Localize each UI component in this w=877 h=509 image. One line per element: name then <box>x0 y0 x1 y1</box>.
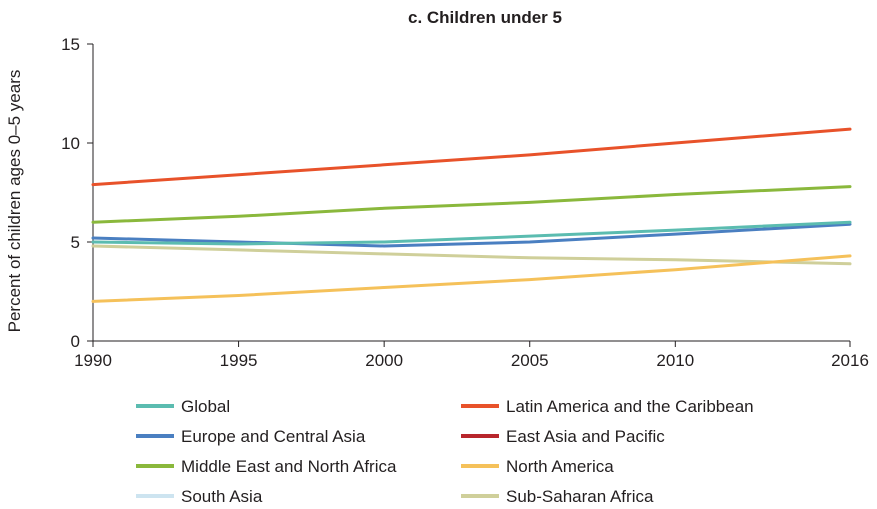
y-tick-label: 15 <box>61 35 80 54</box>
x-tick-label: 2016 <box>831 351 869 370</box>
series-lines <box>91 127 852 303</box>
y-tick-label: 10 <box>61 134 80 153</box>
legend-label: East Asia and Pacific <box>506 427 665 446</box>
x-tick-label: 2010 <box>656 351 694 370</box>
y-tick-label: 0 <box>71 332 80 351</box>
x-tick-label: 2005 <box>511 351 549 370</box>
x-tick-label: 1995 <box>220 351 258 370</box>
legend: Global Latin America and the Caribbean Eur… <box>136 397 754 506</box>
x-tick-label: 1990 <box>74 351 112 370</box>
chart-title: c. Children under 5 <box>408 8 562 27</box>
series-line-latin-america-and-the-caribbean <box>91 127 852 187</box>
series-line-north-america <box>91 254 852 303</box>
legend-label: Latin America and the Caribbean <box>506 397 754 416</box>
legend-label: South Asia <box>181 487 263 506</box>
legend-label: Europe and Central Asia <box>181 427 366 446</box>
series-line-sub-saharan-africa <box>91 244 852 266</box>
legend-label: Global <box>181 397 230 416</box>
y-tick-label: 5 <box>71 233 80 252</box>
series-line-middle-east-and-north-africa <box>91 185 852 224</box>
y-axis-label: Percent of children ages 0–5 years <box>5 70 24 333</box>
legend-label: North America <box>506 457 614 476</box>
axes: 0 5 10 15 1990 1995 2000 2005 2010 2016 <box>61 35 869 370</box>
series-line-global <box>91 220 852 246</box>
legend-label: Middle East and North Africa <box>181 457 397 476</box>
x-tick-label: 2000 <box>365 351 403 370</box>
series-line-europe-and-central-asia <box>91 222 852 248</box>
legend-label: Sub-Saharan Africa <box>506 487 654 506</box>
